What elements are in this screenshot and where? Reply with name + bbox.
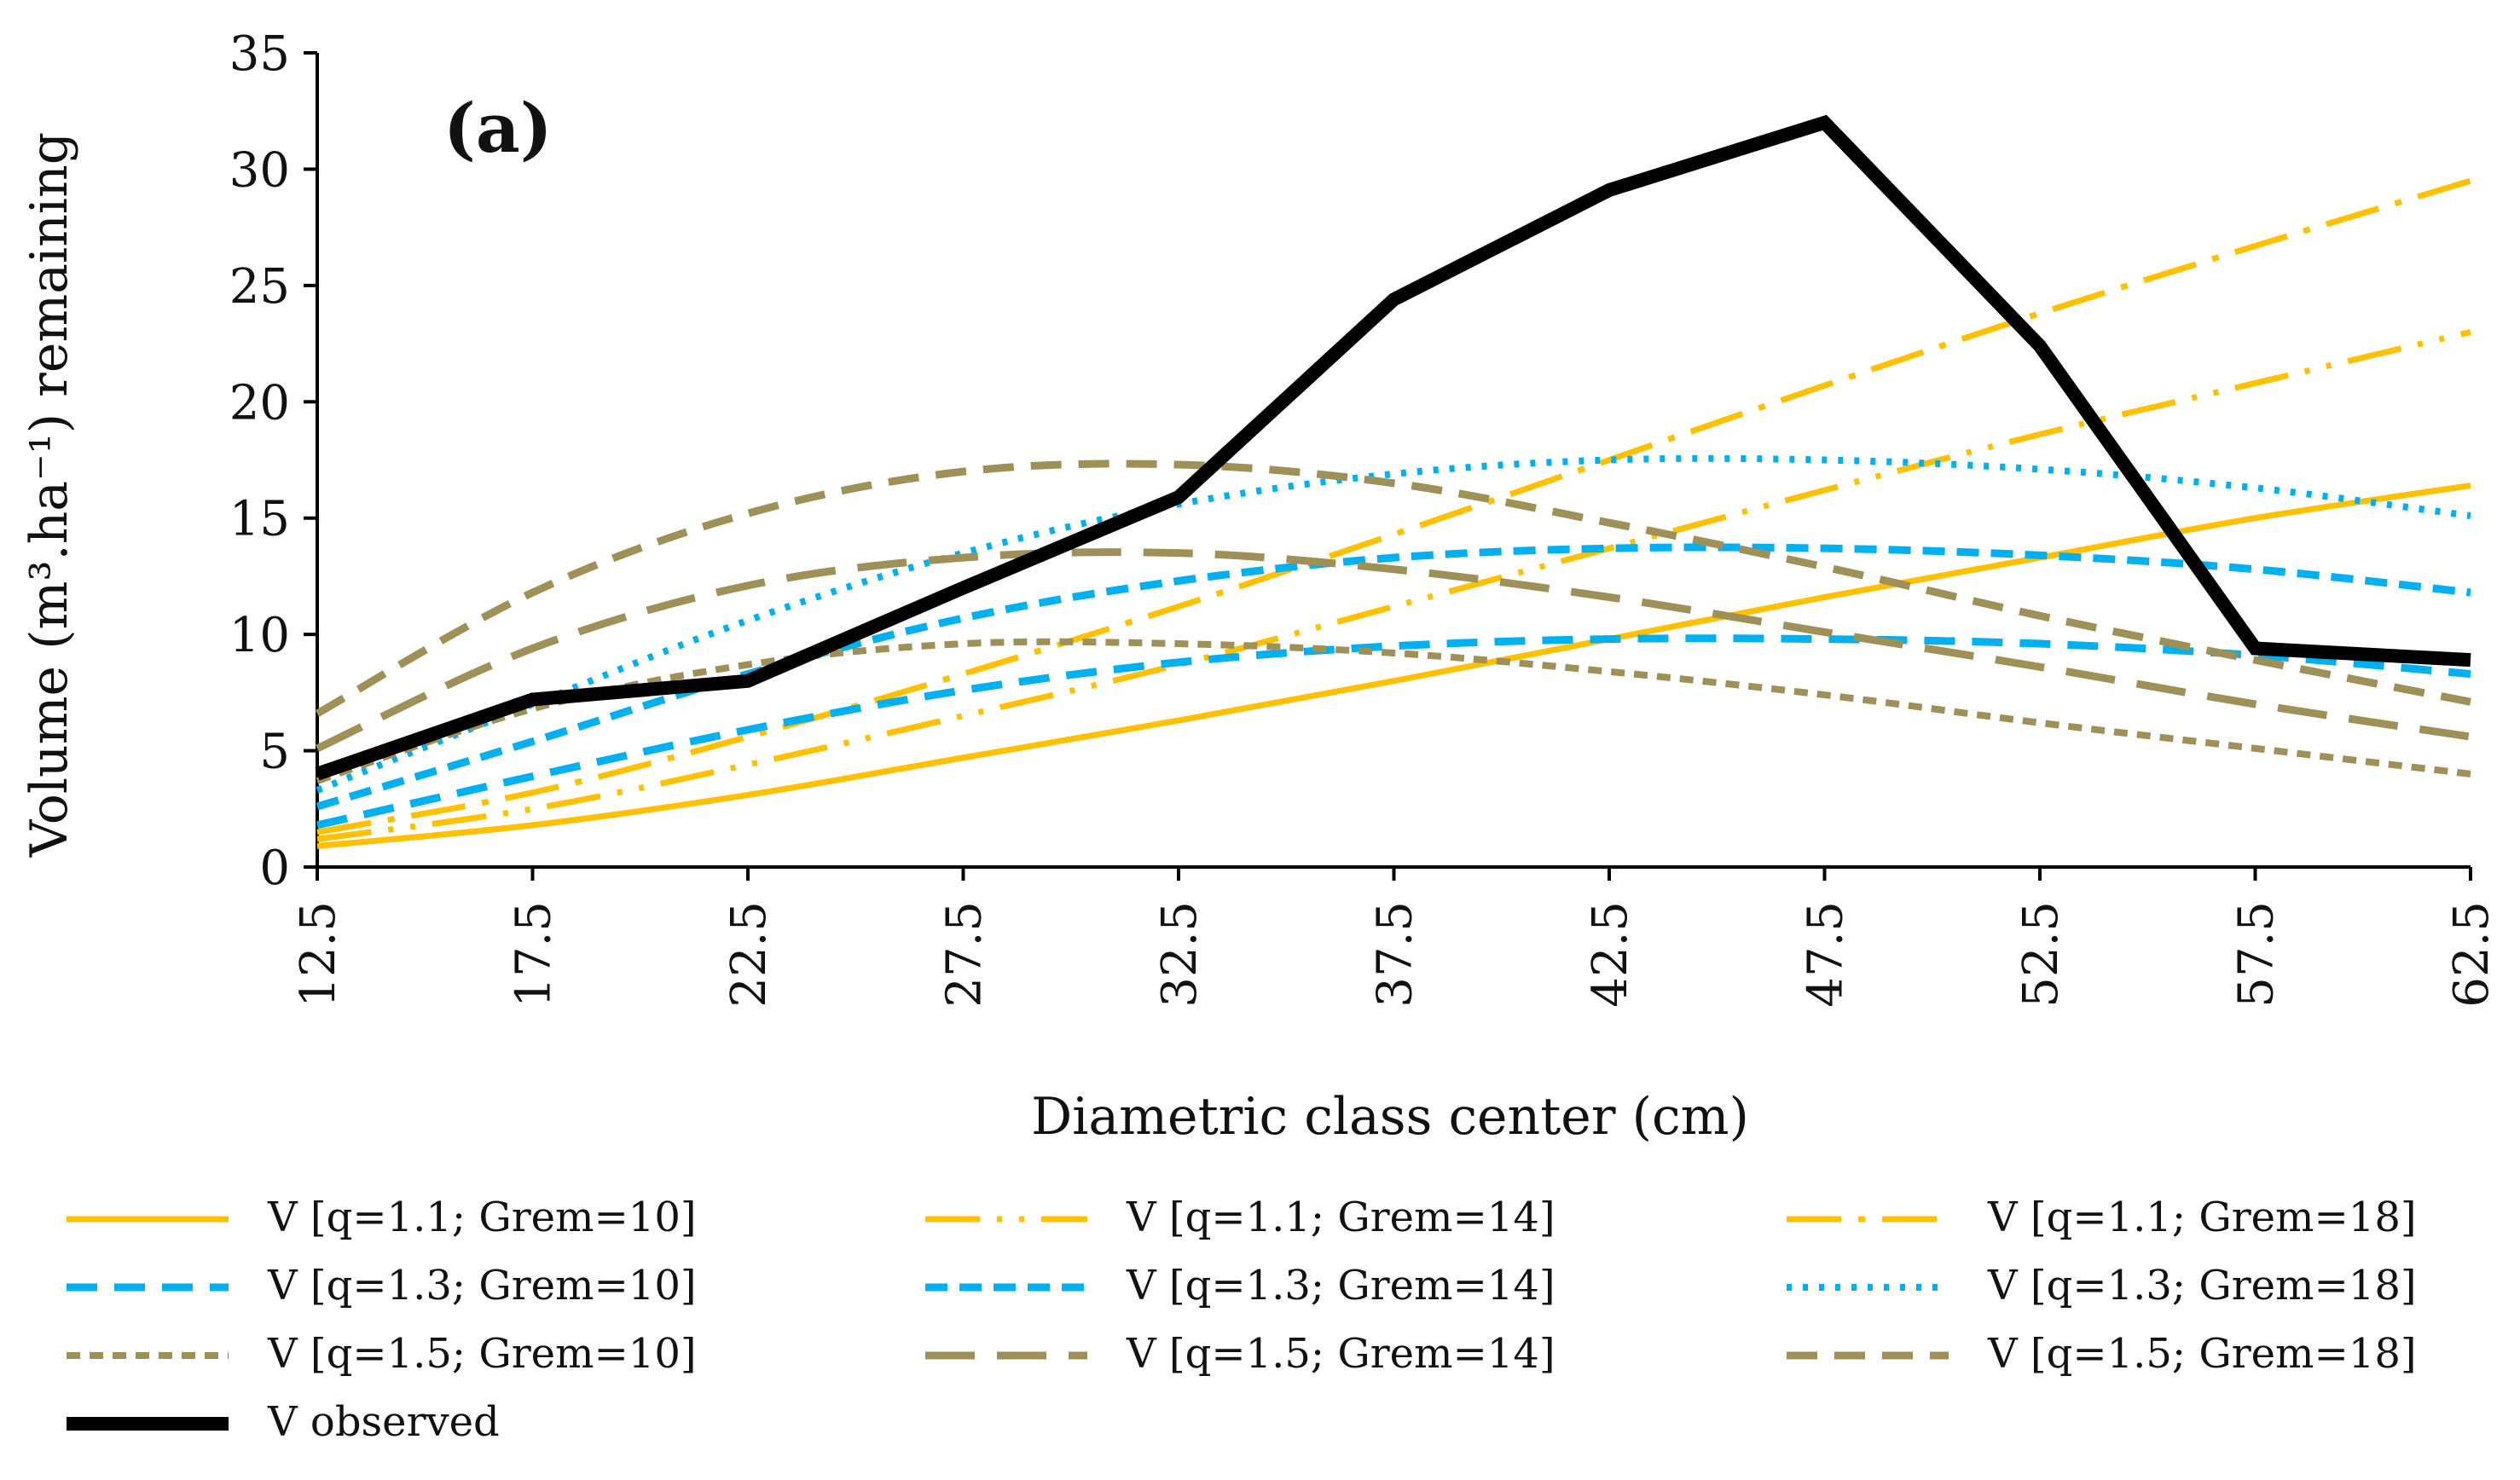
legend-label-3: V [q=1.1; Grem=18] [1987,1194,2417,1241]
y-tick-label: 30 [229,142,290,198]
series-line-9 [315,460,2471,717]
y-tick-label: 25 [229,259,290,315]
series-line-8 [316,548,2471,752]
x-axis-title: Diametric class center (cm) [1031,1087,1749,1147]
y-tick-label: 10 [229,608,290,663]
legend: V [q=1.1; Grem=10] V [q=1.1; Grem=14] V [q… [67,1194,2417,1446]
series-line-4 [316,634,2471,830]
series-line-10 [315,114,2471,781]
legend-label-4: V [q=1.3; Grem=10] [267,1262,697,1309]
legend-label-1: V [q=1.1; Grem=10] [267,1194,697,1241]
legend-label-2: V [q=1.1; Grem=14] [1126,1194,1555,1241]
y-axis-title: Volume (m³.ha⁻¹) remaining [20,132,79,858]
x-tick-label: 42.5 [1583,901,1638,1008]
y-tick-label: 35 [229,26,290,82]
x-tick-label: 37.5 [1368,901,1423,1008]
axes: 0 5 10 15 20 25 30 35 12.5 17.5 22.5 27.5 32.5 37.5 42… [229,26,2500,1008]
y-tick-label: 15 [229,492,290,547]
panel-label: (a) [443,88,553,168]
legend-label-10: V observed [267,1398,500,1446]
x-tick-label: 52.5 [2013,901,2069,1008]
series-line-1 [316,483,2471,849]
x-tick-label: 12.5 [291,901,346,1008]
x-tick-label: 32.5 [1152,901,1208,1008]
y-tick-label: 20 [229,375,290,431]
legend-label-8: V [q=1.5; Grem=14] [1126,1330,1555,1378]
series-line-2 [316,329,2471,842]
series-line-6 [316,454,2471,794]
y-tick-label: 5 [259,725,290,780]
legend-label-7: V [q=1.5; Grem=10] [267,1330,697,1378]
x-tick-label: 57.5 [2229,901,2285,1008]
series-layer [315,114,2472,849]
x-tick-label: 27.5 [937,901,993,1008]
legend-label-9: V [q=1.5; Grem=18] [1987,1330,2417,1378]
x-tick-label: 47.5 [1799,901,1854,1008]
series-line-7 [316,638,2471,784]
series-line-5 [316,543,2471,811]
x-tick-label: 17.5 [507,901,562,1008]
legend-label-6: V [q=1.3; Grem=18] [1987,1262,2417,1309]
x-tick-label: 62.5 [2444,901,2500,1008]
y-tick-label: 0 [259,841,290,896]
legend-label-5: V [q=1.3; Grem=14] [1126,1262,1555,1309]
x-tick-label: 22.5 [721,901,777,1008]
